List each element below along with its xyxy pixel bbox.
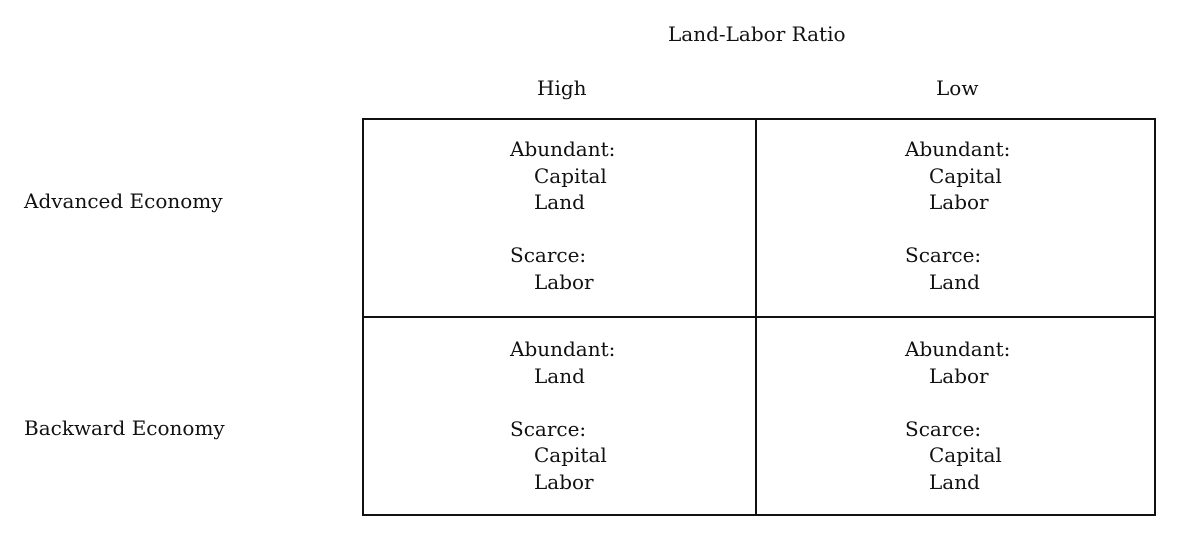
abundant-item: Capital xyxy=(534,163,607,188)
column-header-low: Low xyxy=(936,76,979,100)
scarce-item: Capital xyxy=(929,443,1002,467)
abundant-label: Abundant: xyxy=(510,337,616,361)
abundant-item: Labor xyxy=(929,190,989,214)
scarce-label: Scarce: xyxy=(510,243,587,267)
abundant-item: Land xyxy=(534,190,585,214)
cell-backward-high: Abundant: Land Scarce: Capital Labor xyxy=(510,336,615,495)
scarce-item: Labor xyxy=(534,469,594,494)
abundant-label: Abundant: xyxy=(905,137,1011,161)
abundant-label: Abundant: xyxy=(510,137,616,161)
cell-backward-low: Abundant: Labor Scarce: Capital Land xyxy=(905,336,1010,495)
scarce-item: Labor xyxy=(534,269,594,294)
scarce-label: Scarce: xyxy=(510,416,587,441)
abundant-item: Capital xyxy=(929,163,1002,188)
cell-advanced-low: Abundant: Capital Labor Scarce: Land xyxy=(905,136,1010,295)
row-header-backward: Backward Economy xyxy=(24,416,225,440)
scarce-item: Land xyxy=(929,469,980,494)
cell-advanced-high: Abundant: Capital Land Scarce: Labor xyxy=(510,136,615,295)
diagram-title: Land-Labor Ratio xyxy=(668,22,846,46)
scarce-item: Capital xyxy=(534,443,607,467)
matrix-horizontal-divider xyxy=(362,316,1156,318)
column-header-high: High xyxy=(537,76,587,100)
scarce-label: Scarce: xyxy=(905,416,982,441)
abundant-item: Labor xyxy=(929,363,989,388)
scarce-item: Land xyxy=(929,269,980,294)
abundant-item: Land xyxy=(534,363,585,388)
row-header-advanced: Advanced Economy xyxy=(24,189,223,213)
scarce-label: Scarce: xyxy=(905,243,982,267)
abundant-label: Abundant: xyxy=(905,337,1011,361)
